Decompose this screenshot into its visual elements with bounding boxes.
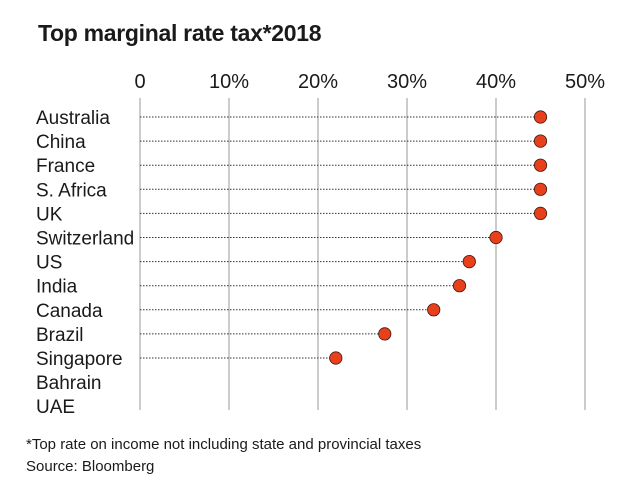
category-label: India (36, 277, 78, 298)
category-label: UAE (36, 397, 75, 418)
data-point (329, 351, 343, 365)
data-point (533, 206, 548, 220)
footnote: *Top rate on income not including state … (26, 436, 422, 453)
data-point (427, 303, 441, 317)
category-label: US (36, 253, 62, 274)
x-tick-labels: 0 10% 20% 30% 40% 50% (134, 71, 605, 93)
leader-lines (140, 116, 541, 359)
category-label: Canada (36, 301, 103, 322)
data-point (462, 255, 476, 269)
x-tick-label: 10% (209, 71, 249, 93)
gridlines (139, 98, 586, 410)
category-label: Australia (36, 108, 110, 129)
data-point (452, 279, 467, 293)
x-tick-label: 0 (134, 71, 145, 93)
data-point (533, 182, 548, 196)
category-label: UK (36, 204, 63, 225)
category-labels: Australia China France S. Africa UK Switzerla… (36, 108, 134, 418)
category-label: Bahrain (36, 373, 102, 394)
category-label: China (36, 132, 86, 153)
data-points (329, 110, 548, 365)
category-label: Switzerland (36, 229, 134, 250)
category-label: Singapore (36, 349, 123, 370)
data-point (533, 158, 548, 172)
category-label: S. Africa (36, 180, 107, 201)
x-tick-label: 40% (476, 71, 516, 93)
chart-title: Top marginal rate tax*2018 (38, 20, 322, 46)
category-label: France (36, 156, 95, 177)
data-point (489, 230, 503, 245)
x-tick-label: 50% (565, 71, 605, 93)
data-point (378, 327, 392, 341)
category-label: Brazil (36, 325, 84, 346)
x-tick-label: 20% (298, 71, 338, 93)
source-note: Source: Bloomberg (26, 458, 155, 475)
data-point (533, 110, 548, 124)
x-tick-label: 30% (387, 71, 427, 93)
data-point (533, 134, 548, 148)
